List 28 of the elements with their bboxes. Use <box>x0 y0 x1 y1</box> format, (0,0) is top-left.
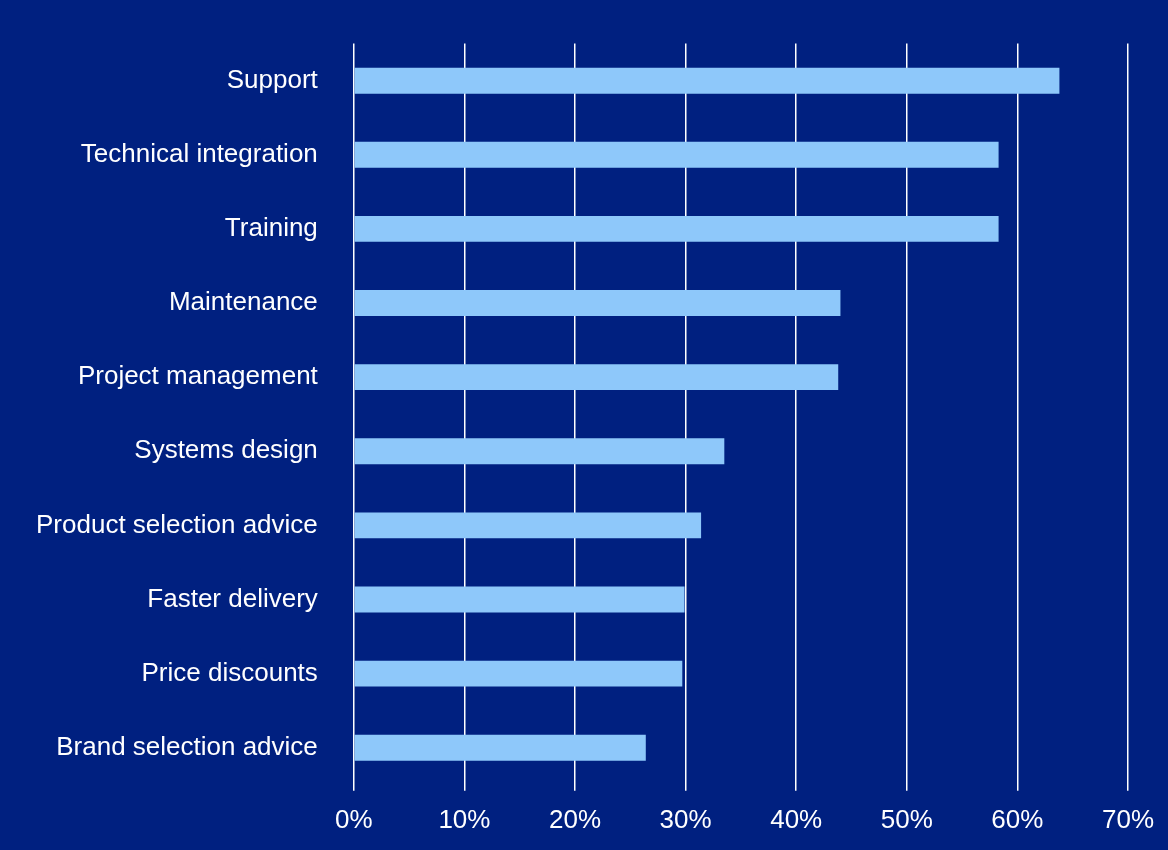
bar <box>354 586 685 613</box>
y-tick-label: Maintenance <box>168 286 318 317</box>
x-tick-label: 50% <box>880 803 933 834</box>
x-tick-label: 0% <box>335 803 373 834</box>
bar <box>354 290 841 316</box>
y-tick-label: Price discounts <box>141 656 318 687</box>
x-tick-label: 40% <box>770 803 823 834</box>
y-tick-label: Technical integration <box>80 137 318 168</box>
bar <box>354 660 683 687</box>
bar <box>354 364 839 391</box>
bar <box>354 512 702 539</box>
bar <box>354 215 999 242</box>
bar <box>354 734 646 761</box>
x-tick-label: 60% <box>991 803 1044 834</box>
y-tick-label: Project management <box>77 360 319 391</box>
y-tick-label: Brand selection advice <box>56 730 318 761</box>
x-tick-label: 10% <box>438 803 491 834</box>
x-tick-label: 70% <box>1101 803 1154 834</box>
x-tick-label: 20% <box>548 803 602 834</box>
y-tick-label: Faster delivery <box>147 582 318 613</box>
y-tick-label: Support <box>226 63 319 94</box>
y-tick-label: Product selection advice <box>36 508 318 539</box>
x-tick-label: 30% <box>659 803 712 834</box>
bar <box>354 67 1060 94</box>
bar <box>354 141 999 168</box>
y-tick-label: Systems design <box>134 434 318 465</box>
bar <box>354 438 725 465</box>
y-tick-label: Training <box>224 212 318 243</box>
